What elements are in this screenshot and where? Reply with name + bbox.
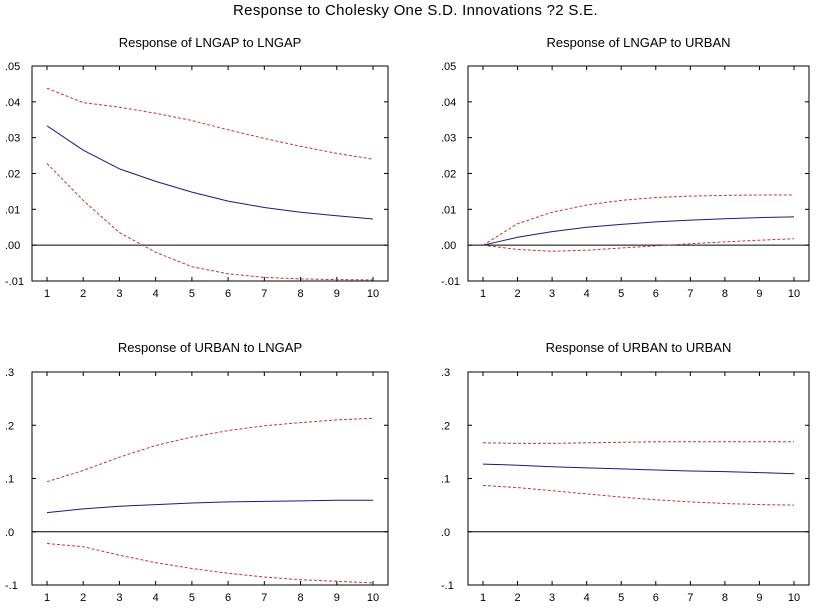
panel-1: Response of LNGAP to LNGAP -.01 .00 .01 .02.… (5, 35, 389, 300)
panel-2: Response of LNGAP to URBAN -.01 .00 .01 .02.… (441, 35, 810, 300)
x-tick-label: 9 (334, 592, 340, 604)
x-tick-label: 1 (44, 592, 50, 604)
x-tick-label: 7 (261, 592, 267, 604)
panel-4: Response of URBAN to URBAN -.1 .0 .1 .2 .3 1 2 3… (441, 340, 810, 604)
x-tick-label: 2 (80, 288, 86, 300)
x-tick-label: 8 (722, 288, 728, 300)
y-tick-label: .3 (441, 367, 450, 379)
y-tick-label: .05 (441, 61, 456, 73)
y-tick-label: .00 (441, 240, 456, 252)
x-tick-label: 5 (618, 288, 624, 300)
x-tick-label: 3 (116, 288, 122, 300)
upper-band-line (482, 441, 794, 444)
x-tick-label: 9 (756, 288, 762, 300)
x-tick-label: 10 (788, 592, 800, 604)
x-tick-label: 9 (756, 592, 762, 604)
x-tick-label: 1 (480, 288, 486, 300)
x-tick-label: 10 (367, 288, 379, 300)
upper-band-line (482, 194, 794, 246)
x-tick-label: 10 (367, 592, 379, 604)
upper-band-line (46, 87, 374, 160)
x-tick-label: 8 (297, 592, 303, 604)
y-tick-label: .05 (5, 61, 20, 73)
y-tick-label: -.1 (441, 580, 454, 592)
x-tick-label: 8 (722, 592, 728, 604)
x-tick-label: 9 (334, 288, 340, 300)
x-tick-label: 1 (44, 288, 50, 300)
x-tick-label: 7 (261, 288, 267, 300)
x-tick-label: 6 (225, 592, 231, 604)
lower-band-line (46, 543, 374, 584)
response-line (46, 125, 374, 220)
y-tick-label: .1 (441, 474, 450, 486)
y-tick-label: .0 (5, 527, 14, 539)
y-tick-label: .04 (441, 97, 456, 109)
y-tick-label: -.01 (441, 276, 460, 288)
x-tick-label: 5 (618, 592, 624, 604)
y-tick-label: .3 (5, 367, 14, 379)
y-tick-label: .2 (441, 420, 450, 432)
y-tick-label: -.1 (5, 580, 18, 592)
y-tick-label: .1 (5, 474, 14, 486)
y-tick-label: .2 (5, 420, 14, 432)
x-tick-label: 2 (514, 592, 520, 604)
x-tick-label: 5 (189, 288, 195, 300)
plot-frame (31, 65, 389, 282)
panel-title: Response of URBAN to LNGAP (118, 340, 302, 355)
response-line (46, 499, 373, 514)
lower-band-line (482, 484, 795, 506)
y-tick-label: .0 (441, 527, 450, 539)
x-tick-label: 7 (687, 592, 693, 604)
lower-band-line (482, 238, 795, 252)
y-tick-label: .01 (5, 204, 20, 216)
response-line (482, 216, 795, 246)
lower-band-line (46, 163, 374, 281)
x-tick-label: 6 (653, 288, 659, 300)
y-tick-label: -.01 (5, 276, 24, 288)
x-tick-label: 1 (480, 592, 486, 604)
response-line (482, 463, 795, 475)
x-tick-label: 4 (153, 592, 159, 604)
x-tick-label: 2 (514, 288, 520, 300)
x-tick-label: 3 (116, 592, 122, 604)
x-tick-label: 10 (788, 288, 800, 300)
y-tick-label: .03 (5, 133, 20, 145)
plot-frame (31, 371, 389, 586)
y-tick-label: .04 (5, 97, 20, 109)
x-tick-label: 7 (687, 288, 693, 300)
panel-3: Response of URBAN to LNGAP -.1 .0 .1 .2 .3 1 2 3… (5, 340, 389, 604)
x-tick-label: 4 (153, 288, 159, 300)
panel-title: Response of LNGAP to URBAN (546, 35, 730, 50)
x-tick-label: 3 (549, 592, 555, 604)
panel-title: Response of URBAN to URBAN (546, 340, 732, 355)
y-tick-label: .02 (441, 169, 456, 181)
x-tick-label: 2 (80, 592, 86, 604)
plot-frame (467, 371, 810, 586)
figure-title: Response to Cholesky One S.D. Innovation… (233, 2, 598, 19)
x-tick-label: 5 (189, 592, 195, 604)
plot-frame (467, 65, 810, 282)
y-tick-label: .03 (441, 133, 456, 145)
x-tick-label: 8 (297, 288, 303, 300)
x-tick-label: 4 (584, 592, 590, 604)
x-tick-label: 6 (653, 592, 659, 604)
panel-title: Response of LNGAP to LNGAP (119, 35, 302, 50)
x-tick-label: 6 (225, 288, 231, 300)
y-tick-label: .01 (441, 204, 456, 216)
x-tick-label: 4 (584, 288, 590, 300)
y-tick-label: .00 (5, 240, 20, 252)
upper-band-line (46, 417, 374, 483)
x-tick-label: 3 (549, 288, 555, 300)
y-tick-label: .02 (5, 169, 20, 181)
